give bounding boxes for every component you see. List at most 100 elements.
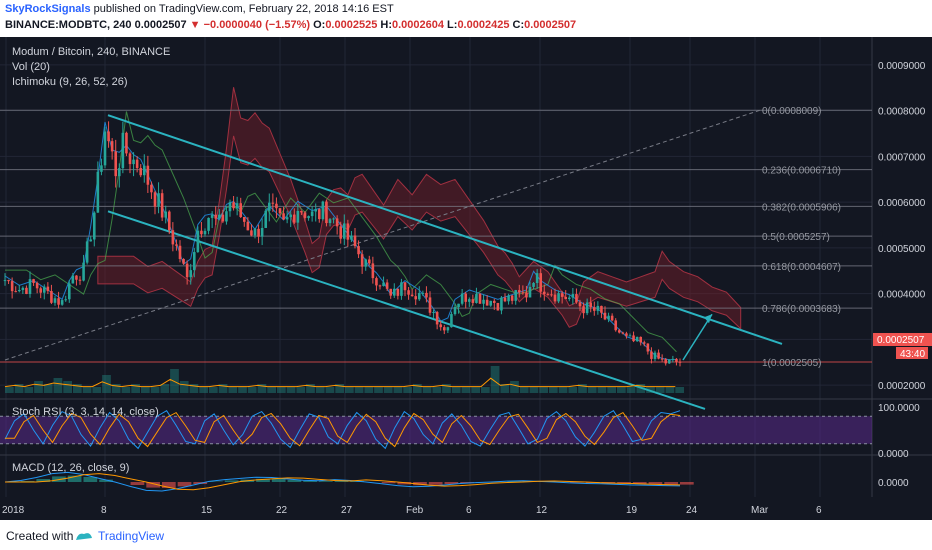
candle-body (392, 288, 396, 296)
volume-bar (257, 384, 267, 393)
price-chart[interactable]: 0(0.0008009) 0.236(0.0006710) 0.382(0.0005… (0, 37, 932, 520)
macd-histogram-bar (99, 479, 113, 482)
candle-body (567, 297, 571, 300)
candle-body (339, 226, 343, 239)
projection-arrow (682, 313, 713, 361)
volume-bar (160, 384, 170, 393)
high-value: 0.0002604 (391, 19, 444, 31)
author-link[interactable]: SkyRockSignals (5, 3, 91, 15)
candle-body (317, 209, 321, 220)
candle-body (146, 165, 150, 185)
candle-body (260, 227, 264, 237)
candle-body (292, 214, 296, 223)
price-change: −0.0000040 (−1.57%) (203, 19, 311, 31)
candle-body (160, 193, 164, 218)
candle-body (428, 297, 432, 313)
candle-body (489, 300, 493, 306)
volume-bar (53, 378, 63, 393)
candle-body (64, 299, 68, 301)
candle-body (332, 218, 335, 220)
volume-bar (218, 384, 228, 393)
macd-histogram-bar (146, 482, 160, 488)
candle-body (310, 211, 314, 217)
macd-histogram-bar (428, 482, 443, 485)
macd-histogram-bar (680, 482, 694, 485)
candle-body (460, 293, 464, 304)
candle-body (257, 228, 260, 237)
candle-body (650, 351, 653, 359)
time-tick: 6 (816, 505, 822, 516)
candle-body (178, 245, 182, 259)
candle-body (410, 294, 414, 297)
candle-body (235, 203, 239, 209)
candle-body (242, 217, 246, 222)
candle-body (217, 214, 221, 219)
volume-bar (325, 387, 335, 393)
macd-histogram-bar (287, 480, 302, 482)
candle-body (617, 330, 621, 333)
candle-body (289, 214, 293, 218)
stoch-rsi-pane: 100.0000 0.0000 (0, 403, 920, 460)
volume-bar (587, 387, 597, 393)
candle-body (596, 305, 600, 311)
volume-bar (519, 387, 529, 393)
candle-body (60, 300, 64, 305)
candle-body (342, 223, 346, 239)
candle-body (610, 315, 614, 321)
candle-body (253, 228, 257, 236)
candle-body (360, 254, 364, 267)
volume-legend: Vol (20) (12, 61, 50, 73)
fib-label: 0.618(0.0004607) (762, 262, 841, 273)
candle-body (510, 295, 514, 301)
symbol-label: BINANCE:MODBTC, 240 (5, 19, 132, 31)
macd-histogram-bar (664, 482, 678, 485)
candle-body (185, 263, 189, 278)
volume-bar (675, 387, 684, 393)
candle-body (46, 286, 50, 292)
candle-body (564, 296, 568, 300)
candle-body (482, 299, 485, 304)
candle-body (75, 275, 78, 280)
candle-body (71, 275, 75, 284)
macd-histogram-bar (413, 482, 427, 486)
volume-bar (383, 387, 393, 393)
candle-body (139, 168, 143, 176)
candle-body (353, 235, 357, 247)
candle-body (592, 307, 596, 311)
fib-label: 0.236(0.0006710) (762, 166, 841, 177)
tradingview-link[interactable]: TradingView (98, 529, 165, 543)
macd-histogram-bar (271, 479, 286, 482)
candle-body (600, 305, 603, 313)
candle-body (464, 293, 468, 302)
arrow-head-icon (704, 314, 712, 324)
candle-body (307, 216, 310, 219)
fib-label: 0(0.0008009) (762, 106, 822, 117)
candle-body (67, 283, 71, 300)
time-tick: 22 (276, 505, 288, 516)
candle-body (628, 335, 632, 337)
candle-body (539, 273, 543, 292)
candle-body (678, 361, 682, 363)
candle-body (642, 342, 646, 344)
fib-label: 0.382(0.0005906) (762, 202, 841, 213)
macd-histogram-bar (256, 478, 270, 482)
volume-ma (4, 377, 676, 388)
volume-bar (626, 387, 636, 393)
publish-info: published on TradingView.com, February 2… (93, 3, 394, 15)
macd-histogram-bar (161, 482, 176, 488)
macd-line (4, 471, 681, 492)
channel-upper (107, 114, 783, 345)
candle-body (396, 288, 400, 296)
close-label: C: (512, 19, 525, 31)
volume-bar (277, 387, 286, 393)
candle-body (414, 296, 418, 300)
signal-line (5, 473, 681, 491)
candle-body (421, 292, 425, 294)
macd-histogram-bar (617, 482, 631, 484)
time-axis: 2018 8 15 22 27 Feb 6 12 19 24 Mar 6 (0, 497, 932, 520)
candle-body (514, 290, 518, 301)
chart-panel[interactable]: 0(0.0008009) 0.236(0.0006710) 0.382(0.0005… (0, 37, 932, 520)
macd-histogram-bar (334, 480, 349, 482)
close-value: 0.0002507 (524, 19, 577, 31)
candle-body (153, 192, 157, 207)
